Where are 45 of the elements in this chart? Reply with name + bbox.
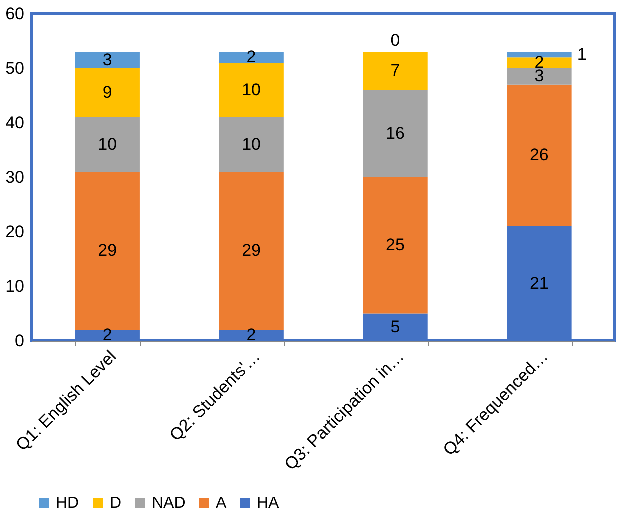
data-label: 7 [390,61,400,80]
bar [363,90,428,178]
data-label: 29 [242,241,261,260]
data-label: 0 [390,31,400,50]
data-label: 21 [530,274,549,293]
bar [219,52,284,64]
bar [363,178,428,314]
data-label: 5 [390,317,400,336]
data-label: 3 [102,50,112,70]
data-label: 10 [98,134,118,154]
legend-label: HA [257,495,280,512]
y-tick-label: 10 [6,277,24,296]
bar [75,118,140,172]
bar [507,68,572,85]
data-label: 2 [246,48,256,67]
legend-label: HD [56,495,80,512]
data-label: 2 [246,326,256,345]
data-label: 10 [242,80,261,100]
bar [219,63,284,118]
legend-label: D [110,495,122,512]
data-label: 26 [530,146,549,165]
data-label: 9 [102,83,112,102]
bar [75,172,140,330]
y-tick-label: 30 [6,168,24,187]
legend-label: A [216,495,227,512]
bar [75,68,140,118]
bar [75,52,140,68]
bar [219,118,284,172]
bar [507,52,572,58]
data-label: 2 [102,326,112,345]
data-label: 29 [98,241,118,260]
data-label: 16 [386,124,405,143]
y-tick-label: 20 [6,222,24,242]
bar [219,172,284,330]
y-tick-label: 40 [6,114,24,132]
data-label: 25 [386,236,405,255]
data-label: 1 [577,44,587,64]
y-tick-label: 60 [6,4,24,24]
bar [507,84,572,227]
bar [507,58,572,68]
y-tick-label: 0 [15,332,24,350]
legend-label: NAD [152,495,186,512]
data-label: 10 [242,134,261,154]
y-tick-label: 50 [6,59,24,78]
bar [363,52,428,90]
